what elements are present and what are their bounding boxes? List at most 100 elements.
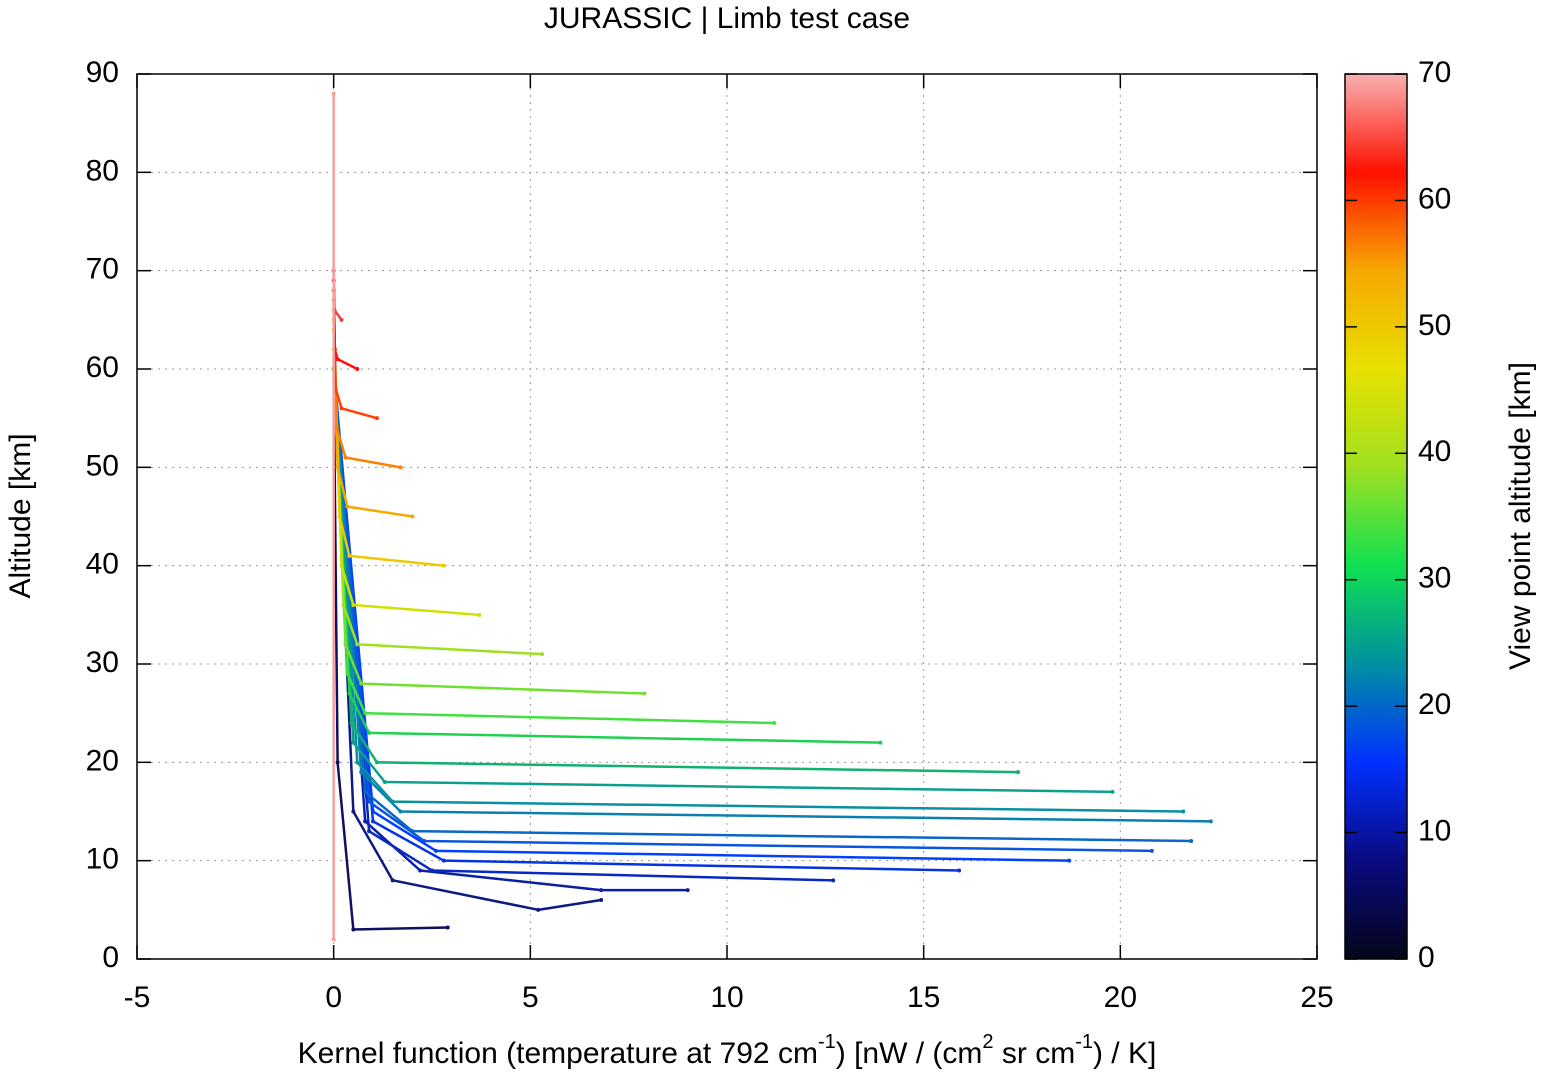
colorbar — [1344, 73, 1408, 960]
kernel-point — [1016, 770, 1021, 775]
kernel-point — [351, 927, 356, 932]
kernel-line — [332, 368, 1211, 823]
y-tick-label: 90 — [86, 56, 119, 89]
kernel-line — [332, 368, 1192, 843]
label-text: ) / K] — [1093, 1037, 1156, 1070]
kernel-point — [1189, 839, 1194, 843]
x-tick-label: 5 — [522, 981, 539, 1014]
kernel-point — [536, 907, 541, 912]
label-text: ) [nW / (cm — [836, 1037, 983, 1070]
kernel-line — [332, 329, 480, 617]
x-tick-label: 20 — [1104, 981, 1137, 1014]
kernel-point — [359, 770, 364, 775]
x-axis-title: Kernel function (temperature at 792 cm-1… — [298, 1031, 1157, 1070]
kernel-point — [772, 721, 777, 725]
chart-title: JURASSIC | Limb test case — [544, 2, 910, 35]
colorbar-tick-label: 20 — [1418, 688, 1451, 721]
kernel-point — [445, 925, 450, 930]
y-tick-label: 0 — [102, 941, 119, 974]
kernel-line — [332, 368, 775, 725]
kernel-point — [363, 711, 368, 716]
kernel-point — [418, 868, 423, 873]
kernel-point — [390, 799, 395, 804]
kernel-point — [343, 642, 348, 647]
kernel-point — [390, 878, 395, 883]
kernel-point — [367, 799, 372, 804]
kernel-point — [410, 514, 415, 519]
kernel-point — [540, 652, 545, 657]
superscript: 2 — [982, 1031, 993, 1053]
kernel-line — [332, 368, 1113, 794]
kernel-line — [332, 368, 960, 872]
kernel-point — [337, 514, 342, 519]
kernel-point — [359, 681, 364, 686]
kernel-point — [335, 760, 340, 765]
colorbar-tick-label: 50 — [1418, 309, 1451, 342]
kernel-point — [831, 878, 836, 883]
kernel-line — [332, 349, 543, 656]
kernel-point — [355, 642, 360, 647]
kernel-point — [374, 760, 379, 765]
superscript: -1 — [1075, 1031, 1093, 1053]
kernel-line — [332, 309, 413, 518]
y-tick-label: 30 — [86, 646, 119, 679]
x-tick-label: 10 — [710, 981, 743, 1014]
kernel-line — [332, 290, 378, 420]
kernel-point — [349, 721, 354, 725]
kernel-point — [441, 858, 446, 863]
colorbar-tick-label: 10 — [1418, 814, 1451, 847]
y-axis-title: Altitude [km] — [4, 433, 37, 598]
kernel-line — [332, 368, 1184, 813]
kernel-point — [347, 553, 352, 558]
superscript: -1 — [818, 1031, 836, 1053]
kernel-line — [332, 368, 448, 931]
x-tick-label: 0 — [325, 981, 342, 1014]
kernel-line — [332, 368, 1070, 862]
colorbar-tick-label: 70 — [1418, 56, 1451, 89]
kernel-point — [477, 612, 482, 617]
plot-frame — [136, 73, 1318, 960]
kernel-point — [363, 789, 368, 794]
kernel-line — [332, 300, 401, 469]
colorbar-tick-label: 0 — [1418, 941, 1435, 974]
kernel-point — [331, 937, 336, 942]
kernel-point — [957, 868, 962, 873]
kernel-point — [345, 504, 350, 509]
x-tick-label: 15 — [907, 981, 940, 1014]
colorbar-tick-label: 60 — [1418, 182, 1451, 215]
kernel-point — [371, 819, 375, 824]
colorbar-tick-label: 40 — [1418, 435, 1451, 468]
kernel-point — [355, 760, 360, 765]
kernel-point — [398, 809, 403, 814]
kernel-point — [1110, 789, 1115, 794]
kernel-point — [363, 819, 368, 824]
kernel-point — [334, 426, 339, 430]
kernel-point — [878, 740, 883, 745]
kernel-line — [332, 319, 444, 567]
kernel-point — [599, 898, 604, 902]
y-tick-label: 10 — [86, 843, 119, 876]
kernel-point — [422, 839, 427, 843]
kernel-point — [685, 888, 690, 893]
kernel-point — [341, 603, 346, 607]
kernel-point — [430, 868, 434, 873]
y-tick-label: 70 — [86, 253, 119, 286]
kernel-point — [441, 563, 446, 568]
kernel-point — [1149, 848, 1154, 853]
kernel-point — [351, 603, 356, 607]
y-tick-label: 20 — [86, 744, 119, 777]
kernel-point — [331, 91, 336, 96]
kernel-line — [332, 280, 358, 371]
y-tick-label: 60 — [86, 351, 119, 384]
kernel-point — [642, 691, 647, 696]
label-text: Kernel function (temperature at 792 cm — [298, 1037, 818, 1070]
colorbar-title: View point altitude [km] — [1504, 362, 1537, 670]
kernel-point — [398, 465, 403, 470]
kernel-point — [335, 465, 340, 470]
kernel-point — [351, 740, 356, 745]
kernel-line — [332, 368, 1019, 774]
kernel-point — [1067, 858, 1072, 863]
kernel-point — [1208, 819, 1213, 824]
kernel-point — [343, 455, 348, 460]
